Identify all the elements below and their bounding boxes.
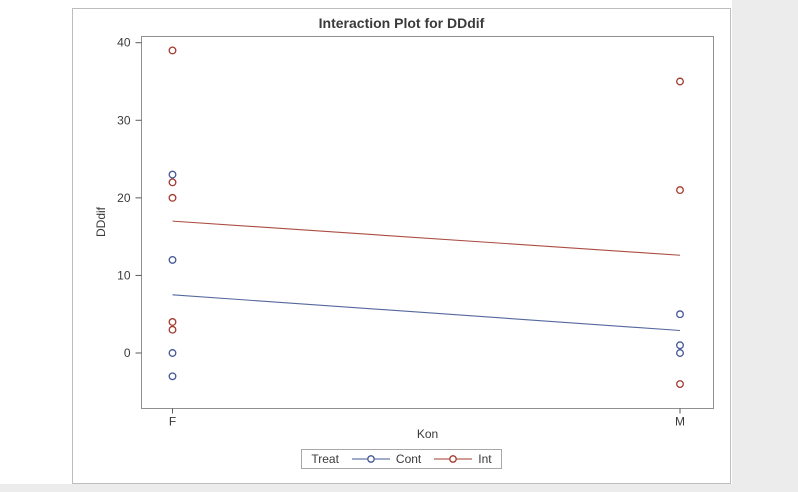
legend-entry-label: Cont: [395, 452, 422, 466]
plot-frame: [141, 36, 714, 409]
data-point-cont: [168, 170, 177, 179]
trend-line-int: [172, 220, 681, 256]
y-axis-tick-label: 30: [117, 113, 131, 127]
legend-title: Treat: [311, 452, 339, 466]
data-point-cont: [676, 310, 684, 319]
x-axis-label: Kon: [416, 427, 439, 441]
data-point-cont: [676, 341, 684, 350]
legend-marker-int-icon: [434, 455, 473, 463]
data-point-int: [168, 325, 177, 334]
document-page: Interaction Plot for DDdif 0 10 20 30 40 F M D…: [0, 0, 732, 484]
chart-title: Interaction Plot for DDdif: [318, 15, 485, 31]
data-point-int: [168, 46, 177, 55]
y-axis-tick-label: 10: [117, 268, 131, 282]
legend-row: Treat Cont Int: [73, 449, 730, 469]
data-point-int: [168, 178, 177, 187]
legend-entry-cont: Cont: [351, 452, 421, 466]
y-axis-label: DDdif: [94, 206, 108, 238]
legend-marker-cont-icon: [351, 455, 390, 463]
y-axis-tick-label: 0: [124, 346, 131, 360]
data-point-cont: [676, 349, 684, 357]
data-point-cont: [168, 255, 177, 264]
y-axis-tick-label: 40: [117, 36, 131, 50]
data-point-cont: [168, 349, 177, 357]
data-point-int: [168, 318, 177, 326]
plot-area: 0 10 20 30 40 F M: [117, 36, 714, 429]
x-axis-category-label: F: [169, 415, 176, 429]
y-axis-tick-label: 20: [117, 191, 131, 205]
trend-line-cont: [172, 294, 681, 332]
data-point-int: [676, 77, 684, 86]
data-point-int: [168, 193, 177, 202]
legend: Treat Cont Int: [301, 449, 502, 469]
data-point-cont: [168, 372, 177, 381]
legend-entry-int: Int: [433, 452, 492, 466]
graph-panel: Interaction Plot for DDdif 0 10 20 30 40 F M D…: [72, 8, 731, 484]
data-point-int: [676, 186, 684, 195]
data-point-int: [676, 380, 684, 388]
legend-entry-label: Int: [478, 452, 492, 466]
x-axis-category-label: M: [675, 415, 685, 429]
